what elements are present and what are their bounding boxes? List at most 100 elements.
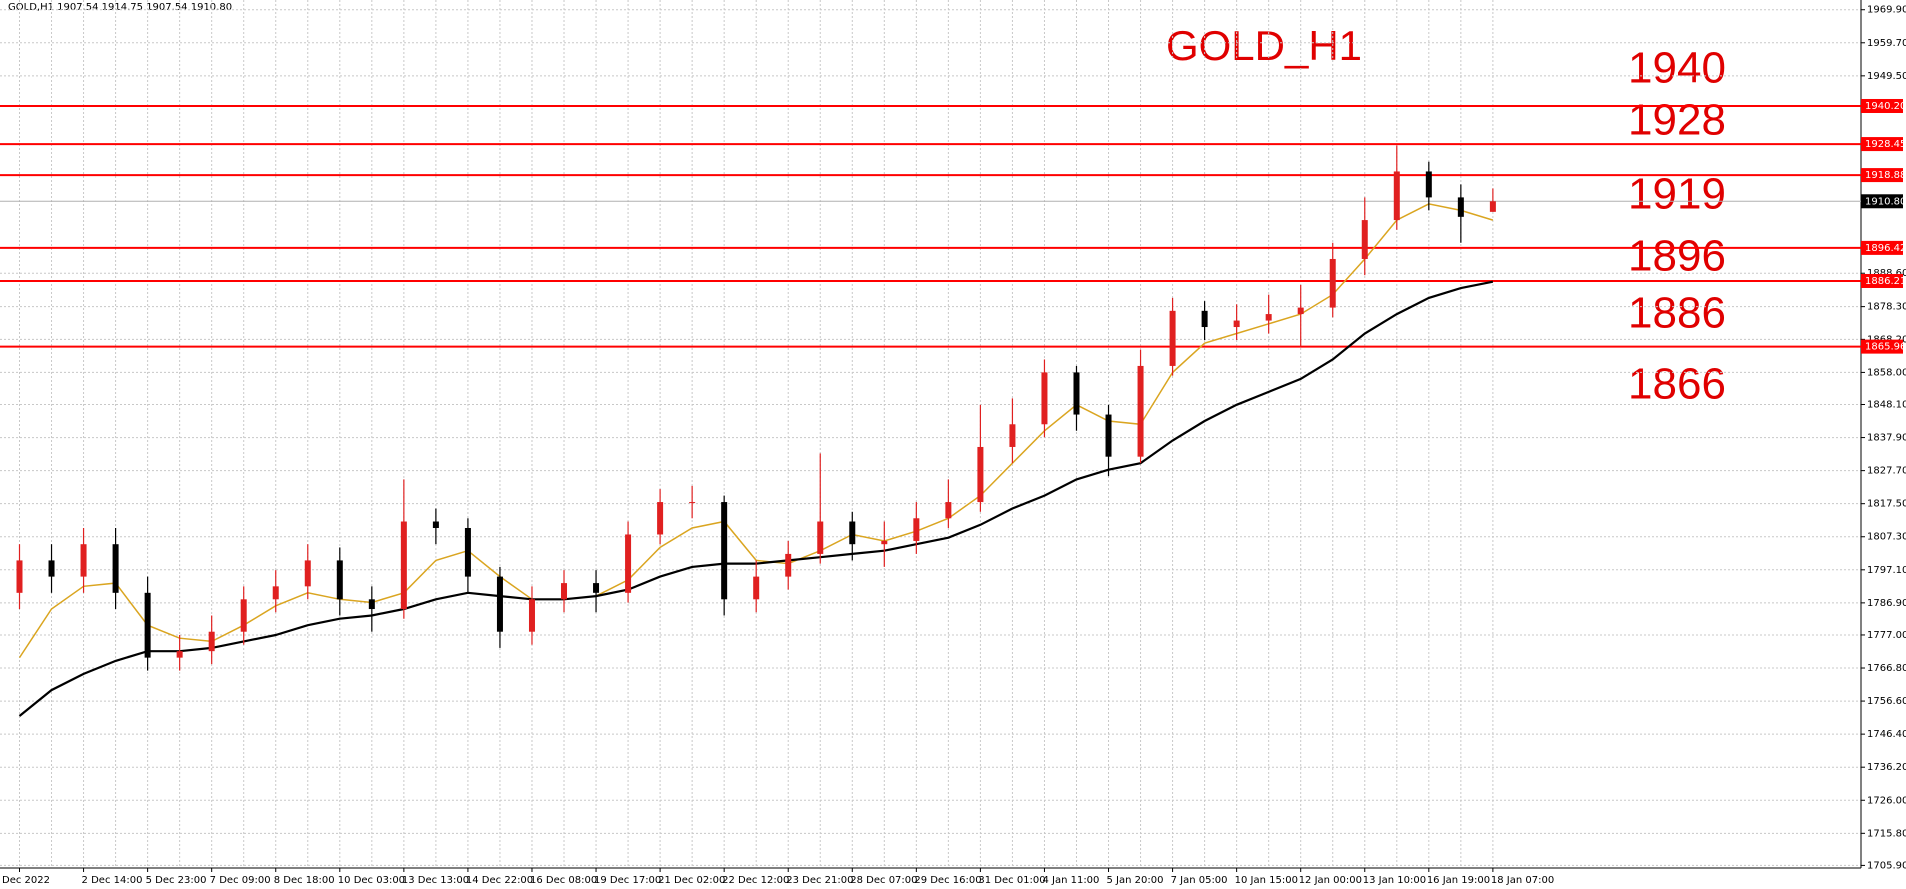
candle-body [881, 540, 888, 545]
candle-body [272, 586, 279, 600]
current-price-tag [1861, 194, 1903, 209]
candle-body [400, 521, 407, 610]
candle-body [1265, 314, 1272, 321]
y-tick-label: 1817.50 [1867, 499, 1906, 510]
candle-body [785, 553, 792, 577]
x-tick-label: Dec 2022 [2, 875, 50, 886]
level-note: 1866 [1628, 360, 1726, 409]
level-note: 1940 [1628, 44, 1726, 93]
x-tick-label: 22 Dec 12:00 [722, 875, 789, 886]
candle-body [1393, 171, 1400, 221]
y-tick-label: 1888.60 [1867, 268, 1906, 279]
candle-body [528, 599, 535, 632]
x-tick-label: 28 Dec 07:00 [850, 875, 917, 886]
level-tag [1861, 273, 1903, 288]
x-tick-label: 16 Dec 08:00 [530, 875, 597, 886]
level-tag-label: 1865.96 [1865, 342, 1906, 353]
candle-body [1457, 197, 1464, 217]
x-tick-label: 31 Dec 01:00 [978, 875, 1045, 886]
candle-body [1073, 372, 1080, 415]
y-tick-label: 1878.30 [1867, 302, 1906, 313]
candle-body [657, 502, 664, 535]
candle-body [432, 521, 439, 528]
x-tick-label: 16 Jan 19:00 [1427, 875, 1490, 886]
x-tick-label: 14 Dec 22:00 [466, 875, 533, 886]
candle-body [721, 502, 728, 600]
candle-body [208, 631, 215, 652]
x-tick-label: 10 Jan 15:00 [1235, 875, 1298, 886]
x-tick-label: 7 Dec 09:00 [210, 875, 271, 886]
candle-body [80, 544, 87, 577]
x-tick-label: 2 Dec 14:00 [82, 875, 143, 886]
x-tick-label: 8 Dec 18:00 [274, 875, 335, 886]
candle-body [368, 599, 375, 610]
y-tick-label: 1858.00 [1867, 367, 1906, 378]
x-tick-label: 10 Dec 03:00 [338, 875, 405, 886]
x-tick-label: 19 Dec 17:00 [594, 875, 661, 886]
y-tick-label: 1786.90 [1867, 598, 1906, 609]
candle-body [753, 576, 760, 600]
x-tick-label: 5 Dec 23:00 [146, 875, 207, 886]
candle-body [1233, 320, 1240, 328]
x-tick-label: 7 Jan 05:00 [1171, 875, 1228, 886]
x-tick-label: 12 Jan 00:00 [1299, 875, 1362, 886]
y-tick-label: 1715.80 [1867, 828, 1906, 839]
y-tick-label: 1746.40 [1867, 729, 1906, 740]
candle-body [945, 502, 952, 519]
candle-body [1489, 201, 1496, 212]
candle-body [849, 521, 856, 545]
candle-body [304, 560, 311, 587]
x-tick-label: 4 Jan 11:00 [1042, 875, 1099, 886]
level-note: 1919 [1628, 170, 1726, 219]
x-tick-label: 21 Dec 02:00 [658, 875, 725, 886]
candle-body [817, 521, 824, 554]
level-tag-label: 1918.88 [1865, 170, 1906, 181]
level-tag-label: 1940.20 [1865, 101, 1906, 112]
candle-body [1297, 307, 1304, 315]
level-note: 1886 [1628, 289, 1726, 338]
y-tick-label: 1777.00 [1867, 630, 1906, 641]
y-tick-label: 1959.70 [1867, 38, 1906, 49]
x-tick-label: 29 Dec 16:00 [914, 875, 981, 886]
candle-body [1137, 365, 1144, 457]
candle-body [1201, 310, 1208, 328]
level-tag-label: 1896.42 [1865, 243, 1906, 254]
y-tick-label: 1726.00 [1867, 795, 1906, 806]
candle-body [496, 576, 503, 632]
current-price-label: 1910.80 [1865, 196, 1906, 207]
x-tick-label: 18 Jan 07:00 [1491, 875, 1554, 886]
level-tag [1861, 168, 1903, 183]
y-tick-label: 1756.60 [1867, 696, 1906, 707]
candle-body [1041, 372, 1048, 425]
candle-body [913, 518, 920, 541]
y-tick-label: 1766.80 [1867, 663, 1906, 674]
candle-body [625, 534, 632, 593]
candle-body [336, 560, 343, 600]
candle-body [1425, 171, 1432, 198]
x-tick-label: 23 Dec 21:00 [786, 875, 853, 886]
moving-average [18, 203, 1494, 659]
chart-title: GOLD_H1 [1166, 22, 1362, 69]
candle-body [977, 446, 984, 503]
level-tag [1861, 137, 1903, 152]
candle-body [144, 592, 151, 658]
candle-body [1169, 310, 1176, 366]
y-tick-label: 1949.50 [1867, 71, 1906, 82]
candle-body [689, 502, 696, 504]
x-tick-label: 13 Jan 10:00 [1363, 875, 1426, 886]
y-tick-label: 1807.30 [1867, 532, 1906, 543]
candle-body [240, 599, 247, 632]
candle-body [464, 527, 471, 577]
level-tag-label: 1886.21 [1865, 276, 1906, 287]
x-tick-label: 13 Dec 13:00 [402, 875, 469, 886]
header-info: GOLD,H1 1907.54 1914.75 1907.54 1910.80 [8, 2, 232, 13]
candle-body [16, 560, 23, 593]
candle-body [593, 583, 600, 593]
y-tick-label: 1848.10 [1867, 400, 1906, 411]
level-note: 1896 [1628, 232, 1726, 281]
level-tag [1861, 240, 1903, 255]
candle-body [112, 544, 119, 593]
candle-body [176, 651, 183, 658]
